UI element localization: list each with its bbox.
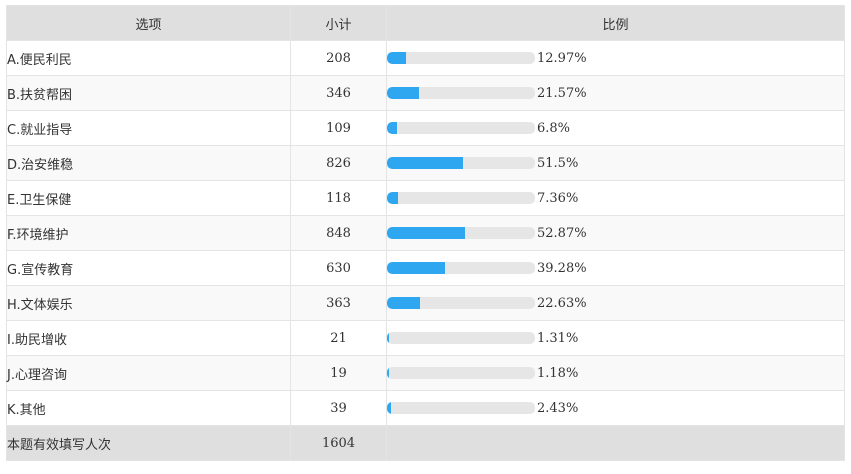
- table-row: H.文体娱乐 363 22.63%: [6, 285, 845, 321]
- progress-fill: [387, 52, 407, 64]
- footer-count: 1604: [290, 425, 387, 461]
- option-label: F.环境维护: [6, 215, 291, 251]
- progress-track: [387, 402, 535, 414]
- ratio-cell: 7.36%: [386, 180, 845, 216]
- progress-fill: [387, 367, 389, 379]
- table-row: G.宣传教育 630 39.28%: [6, 250, 845, 286]
- option-count: 848: [290, 215, 387, 251]
- progress-fill: [387, 262, 446, 274]
- ratio-cell: 1.18%: [386, 355, 845, 391]
- option-label: A.便民利民: [6, 40, 291, 76]
- table-body: A.便民利民 208 12.97% B.扶贫帮困 346 21.57% C.就业指导 109 6…: [6, 40, 845, 426]
- header-count: 小计: [290, 5, 387, 41]
- ratio-text: 22.63%: [537, 295, 587, 311]
- option-label: K.其他: [6, 390, 291, 426]
- ratio-bar: 2.43%: [387, 401, 844, 416]
- ratio-bar: 51.5%: [387, 156, 844, 171]
- ratio-cell: 52.87%: [386, 215, 845, 251]
- table-row: J.心理咨询 19 1.18%: [6, 355, 845, 391]
- option-count: 109: [290, 110, 387, 146]
- progress-fill: [387, 192, 398, 204]
- option-label: G.宣传教育: [6, 250, 291, 286]
- ratio-bar: 21.57%: [387, 86, 844, 101]
- progress-track: [387, 52, 535, 64]
- table-row: F.环境维护 848 52.87%: [6, 215, 845, 251]
- table-row: C.就业指导 109 6.8%: [6, 110, 845, 146]
- footer-label: 本题有效填写人次: [6, 425, 291, 461]
- ratio-text: 1.18%: [537, 365, 579, 381]
- table-row: A.便民利民 208 12.97%: [6, 40, 845, 76]
- table-row: I.助民增收 21 1.31%: [6, 320, 845, 356]
- option-label: D.治安维稳: [6, 145, 291, 181]
- table-footer-row: 本题有效填写人次 1604: [6, 425, 845, 461]
- option-label: B.扶贫帮困: [6, 75, 291, 111]
- ratio-bar: 12.97%: [387, 51, 844, 66]
- ratio-bar: 6.8%: [387, 121, 844, 136]
- option-count: 826: [290, 145, 387, 181]
- footer-empty-cell: [386, 425, 845, 461]
- ratio-text: 51.5%: [537, 155, 579, 171]
- ratio-text: 52.87%: [537, 225, 587, 241]
- progress-track: [387, 332, 535, 344]
- option-count: 363: [290, 285, 387, 321]
- ratio-bar: 1.31%: [387, 331, 844, 346]
- progress-track: [387, 227, 535, 239]
- progress-track: [387, 262, 535, 274]
- ratio-cell: 2.43%: [386, 390, 845, 426]
- ratio-cell: 39.28%: [386, 250, 845, 286]
- progress-track: [387, 157, 535, 169]
- ratio-text: 1.31%: [537, 330, 579, 346]
- progress-track: [387, 192, 535, 204]
- ratio-cell: 12.97%: [386, 40, 845, 76]
- ratio-text: 6.8%: [537, 120, 571, 136]
- option-count: 118: [290, 180, 387, 216]
- progress-fill: [387, 122, 398, 134]
- progress-fill: [387, 402, 391, 414]
- ratio-bar: 39.28%: [387, 261, 844, 276]
- option-count: 346: [290, 75, 387, 111]
- ratio-text: 39.28%: [537, 260, 587, 276]
- ratio-text: 12.97%: [537, 50, 587, 66]
- ratio-bar: 22.63%: [387, 296, 844, 311]
- ratio-cell: 1.31%: [386, 320, 845, 356]
- ratio-text: 7.36%: [537, 190, 579, 206]
- ratio-cell: 51.5%: [386, 145, 845, 181]
- progress-track: [387, 122, 535, 134]
- progress-track: [387, 367, 535, 379]
- table-row: B.扶贫帮困 346 21.57%: [6, 75, 845, 111]
- progress-track: [387, 297, 535, 309]
- option-label: H.文体娱乐: [6, 285, 291, 321]
- ratio-bar: 1.18%: [387, 366, 844, 381]
- progress-fill: [387, 332, 389, 344]
- progress-fill: [387, 157, 464, 169]
- ratio-cell: 22.63%: [386, 285, 845, 321]
- option-count: 630: [290, 250, 387, 286]
- table-header-row: 选项 小计 比例: [6, 5, 845, 41]
- progress-fill: [387, 227, 466, 239]
- option-count: 21: [290, 320, 387, 356]
- progress-track: [387, 87, 535, 99]
- ratio-cell: 6.8%: [386, 110, 845, 146]
- ratio-cell: 21.57%: [386, 75, 845, 111]
- option-label: C.就业指导: [6, 110, 291, 146]
- header-option: 选项: [6, 5, 291, 41]
- ratio-text: 21.57%: [537, 85, 587, 101]
- option-count: 208: [290, 40, 387, 76]
- option-count: 19: [290, 355, 387, 391]
- option-count: 39: [290, 390, 387, 426]
- table-row: D.治安维稳 826 51.5%: [6, 145, 845, 181]
- ratio-bar: 7.36%: [387, 191, 844, 206]
- option-label: E.卫生保健: [6, 180, 291, 216]
- option-label: J.心理咨询: [6, 355, 291, 391]
- progress-fill: [387, 87, 419, 99]
- ratio-bar: 52.87%: [387, 226, 844, 241]
- progress-fill: [387, 297, 421, 309]
- ratio-text: 2.43%: [537, 400, 579, 416]
- survey-result-table: 选项 小计 比例 A.便民利民 208 12.97% B.扶贫帮困 346 21.57% C…: [6, 5, 845, 461]
- option-label: I.助民增收: [6, 320, 291, 356]
- table-row: K.其他 39 2.43%: [6, 390, 845, 426]
- header-ratio: 比例: [386, 5, 845, 41]
- table-row: E.卫生保健 118 7.36%: [6, 180, 845, 216]
